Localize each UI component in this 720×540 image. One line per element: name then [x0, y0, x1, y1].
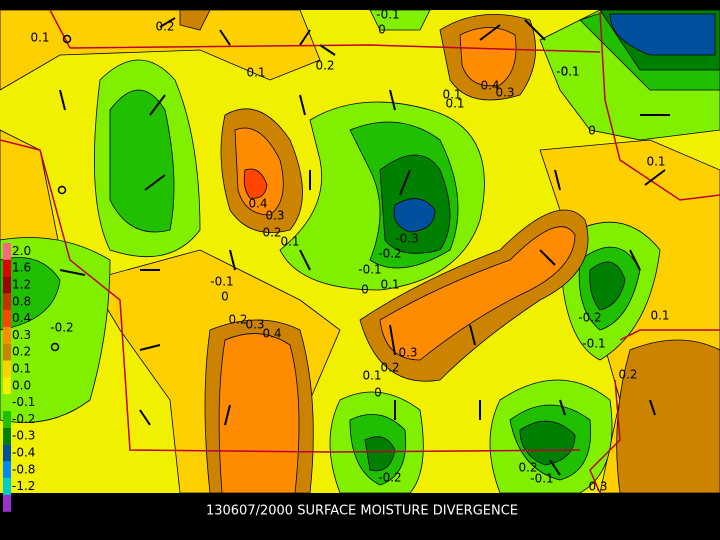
legend-label: 1.6 — [12, 261, 31, 275]
legend-label: -0.3 — [12, 429, 35, 443]
contour-label: -0.2 — [50, 321, 73, 335]
field-neg-01 — [0, 9, 720, 494]
contour-label: 0.3 — [245, 318, 264, 332]
legend-swatch — [3, 360, 11, 378]
contour-label: 0.1 — [246, 66, 265, 80]
legend-swatch — [3, 444, 11, 462]
field-pos-03 — [243, 168, 268, 199]
contour-label: 0.2 — [262, 226, 281, 240]
legend-swatch — [3, 293, 11, 311]
legend-label: -0.1 — [12, 395, 35, 409]
map-area: 0.10.2-0.100.1 0.20.40.30.1-0.1-0.20.100.… — [0, 8, 720, 494]
contour-label: 0.4 — [248, 197, 267, 211]
legend-label: 1.2 — [12, 278, 31, 292]
contour-label: 0.1 — [30, 31, 49, 45]
map-title: 130607/2000 SURFACE MOISTURE DIVERGENCE — [206, 504, 518, 519]
legend-swatch — [3, 394, 11, 411]
contour-label: 0.1 — [445, 97, 464, 111]
contour-label: -0.3 — [395, 232, 418, 246]
legend-swatch — [3, 276, 11, 294]
contour-label: 0.3 — [495, 86, 514, 100]
contour-label: 0.1 — [362, 369, 381, 383]
contour-label: -0.1 — [210, 275, 233, 289]
contour-label: 0.2 — [315, 59, 334, 73]
legend-swatch — [3, 461, 11, 479]
legend-label: -0.4 — [12, 446, 35, 460]
legend-label: -0.2 — [12, 412, 35, 426]
legend-swatch — [3, 327, 11, 344]
contour-label: -0.1 — [376, 8, 399, 22]
contour-label: -0.1 — [530, 472, 553, 486]
legend-swatch — [3, 377, 11, 395]
contour-label: 0.1 — [646, 155, 665, 169]
legend: 2.0 1.6 1.2 0.8 0.4 0.3 0.2 0.1 0.0 -0.1 -0.2 -0.3 -… — [3, 243, 35, 512]
legend-swatch — [3, 495, 11, 512]
legend-swatch — [3, 310, 11, 327]
wind-barbs — [50, 17, 670, 476]
legend-swatch — [3, 259, 11, 277]
contour-label: 0.4 — [262, 327, 281, 341]
contour-label: 0 — [221, 290, 229, 304]
legend-swatch — [3, 343, 11, 361]
state-borders — [0, 9, 720, 494]
contour-labels: 0.10.2-0.100.1 0.20.40.30.1-0.1-0.20.100.… — [30, 8, 669, 494]
contour-label: 0.1 — [280, 235, 299, 249]
contour-label: -0.1 — [556, 65, 579, 79]
contour-label: 0 — [378, 23, 386, 37]
contour-label: 0.1 — [442, 88, 461, 102]
legend-label: -1.6 — [12, 496, 35, 510]
contour-label: 0 — [588, 124, 596, 138]
contour-label: -0.1 — [358, 263, 381, 277]
contour-label: 0.4 — [480, 79, 499, 93]
field-pos-02 — [218, 27, 576, 494]
contour-label: 0.2 — [618, 368, 637, 382]
legend-label: 2.0 — [12, 244, 31, 258]
legend-swatch — [3, 243, 11, 260]
contour-label: -0.2 — [378, 471, 401, 485]
legend-label: -1.2 — [12, 479, 35, 493]
contour-label: 0.1 — [650, 309, 669, 323]
contour-label: 0.3 — [398, 346, 417, 360]
contour-label: 0.2 — [380, 361, 399, 375]
contour-label: -0.2 — [578, 311, 601, 325]
legend-swatch — [3, 478, 11, 495]
legend-label: 0.1 — [12, 362, 31, 376]
legend-label: 0.2 — [12, 345, 31, 359]
field-neg-03 — [364, 9, 720, 472]
contour-label: 0.2 — [518, 461, 537, 475]
legend-label: 0.0 — [12, 378, 31, 392]
contour-label: -0.2 — [378, 247, 401, 261]
field-neg-04 — [393, 13, 716, 233]
contour-label: -0.1 — [556, 65, 579, 79]
contour-label: 0.1 — [380, 278, 399, 292]
legend-swatch — [3, 411, 11, 428]
contour-label: 0.2 — [155, 20, 174, 34]
contour-label: 0.2 — [228, 313, 247, 327]
legend-label: -0.8 — [12, 462, 35, 476]
contour-label: 0 — [374, 386, 382, 400]
legend-swatch — [3, 427, 11, 445]
legend-label: 0.3 — [12, 328, 31, 342]
contour-label: 0.3 — [588, 480, 607, 494]
legend-label: 0.8 — [12, 294, 31, 308]
contour-label: 0 — [361, 283, 369, 297]
contour-label: 0.3 — [265, 209, 284, 223]
contour-label: -0.1 — [582, 337, 605, 351]
legend-label: 0.4 — [12, 311, 31, 325]
